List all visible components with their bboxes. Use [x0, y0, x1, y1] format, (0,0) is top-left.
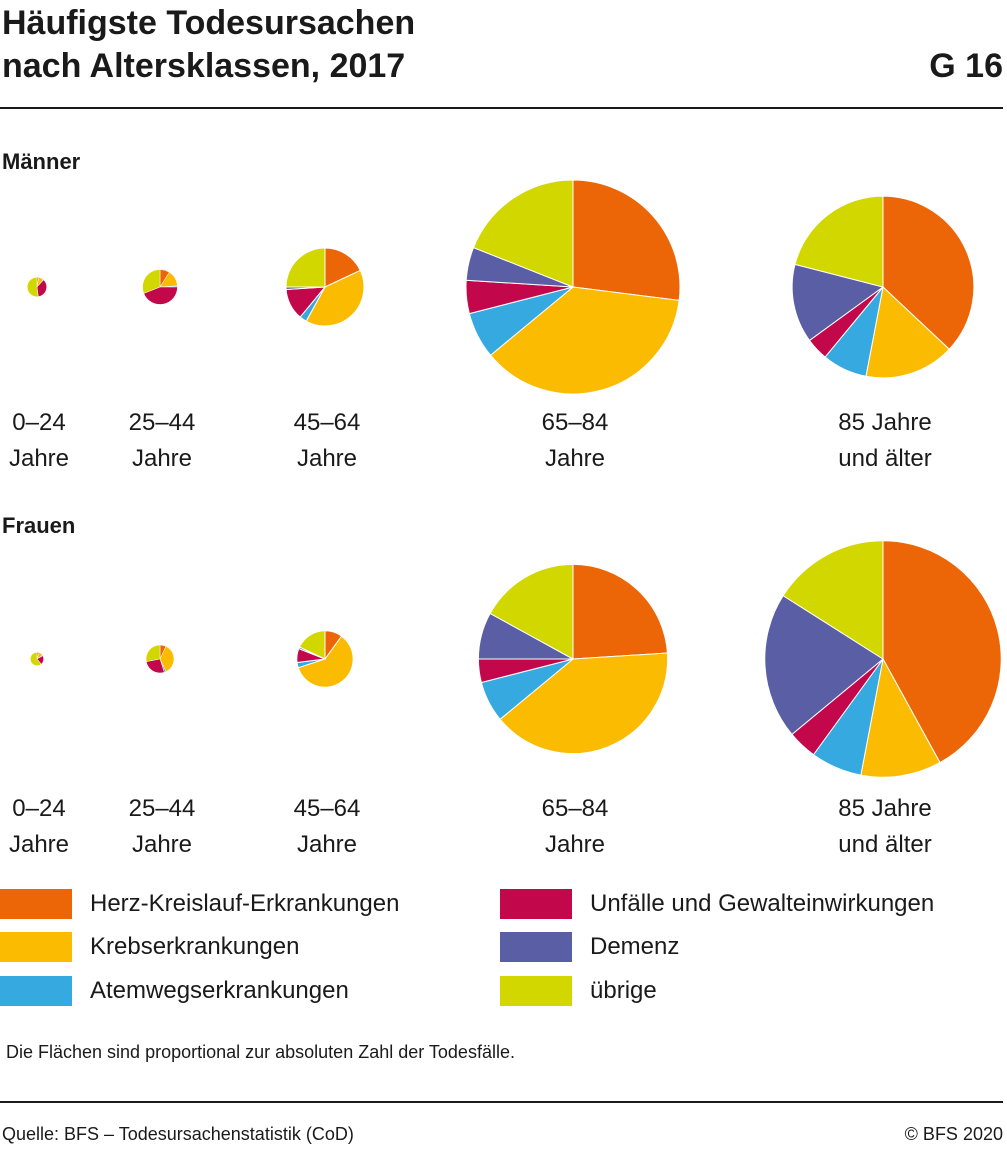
- age-label-maenner-2-line2: Jahre: [297, 445, 357, 472]
- pie-maenner-4: [791, 195, 975, 379]
- legend-swatch-krebs: [0, 932, 72, 962]
- pie-frauen-3: [477, 563, 669, 754]
- footnote: Die Flächen sind proportional zur absolu…: [6, 1042, 515, 1062]
- pie-maenner-2: [285, 247, 365, 327]
- age-label-frauen-1-line1: 25–44: [129, 795, 196, 822]
- age-label-frauen-4-line1: 85 Jahre: [838, 795, 931, 822]
- age-label-maenner-1-line2: Jahre: [132, 445, 192, 472]
- pie-slice-maenner-2-uebrige: [285, 247, 326, 288]
- pie-slice-maenner-4-uebrige: [794, 195, 884, 288]
- footer-rule: [0, 1101, 1003, 1103]
- age-label-maenner-4-line2: und älter: [838, 445, 931, 472]
- pie-maenner-0: [26, 276, 47, 297]
- pie-maenner-1: [142, 269, 178, 305]
- age-label-frauen-3-line2: Jahre: [545, 831, 605, 858]
- pie-slice-maenner-4-herz: [882, 195, 975, 350]
- pie-slice-maenner-1-unfall: [143, 286, 178, 305]
- age-label-frauen-3-line1: 65–84: [542, 795, 609, 822]
- pie-slice-frauen-4-uebrige: [782, 540, 884, 660]
- section-title-frauen: Frauen: [2, 513, 76, 538]
- legend-label-demenz: Demenz: [590, 933, 680, 960]
- chart-title: Häufigste Todesursachen nach Altersklass…: [2, 2, 415, 88]
- pie-slice-maenner-2-krebs: [305, 269, 365, 327]
- pie-slice-frauen-3-uebrige: [489, 563, 574, 660]
- pie-slice-maenner-4-krebs: [865, 286, 950, 379]
- age-label-maenner-0-line1: 0–24: [12, 409, 65, 436]
- pie-slice-frauen-1-uebrige: [145, 644, 161, 662]
- age-label-frauen-2-line2: Jahre: [297, 831, 357, 858]
- age-label-maenner-2-line1: 45–64: [294, 409, 361, 436]
- legend-swatch-atem: [0, 976, 72, 1006]
- header-rule: [0, 107, 1003, 109]
- age-label-frauen-0-line1: 0–24: [12, 795, 65, 822]
- pie-slice-maenner-1-uebrige: [142, 269, 161, 294]
- legend-item-uebrige: übrige: [500, 976, 657, 1006]
- legend-label-uebrige: übrige: [590, 977, 657, 1004]
- source-text: Quelle: BFS – Todesursachenstatistik (Co…: [2, 1124, 354, 1144]
- pie-slice-frauen-3-herz: [572, 563, 668, 660]
- pie-frauen-2: [296, 630, 354, 688]
- age-label-frauen-4-line2: und älter: [838, 831, 931, 858]
- chart-title-line1: Häufigste Todesursachen: [2, 4, 416, 42]
- legend-swatch-uebrige: [500, 976, 572, 1006]
- age-label-frauen-0-line2: Jahre: [9, 831, 69, 858]
- chart-title-line2: nach Altersklassen, 2017: [2, 47, 406, 85]
- age-label-maenner-0-line2: Jahre: [9, 445, 69, 472]
- graphic-number: G 16: [929, 47, 1003, 85]
- legend-item-krebs: Krebserkrankungen: [0, 932, 299, 962]
- age-label-maenner-4-line1: 85 Jahre: [838, 409, 931, 436]
- legend-item-unfall: Unfälle und Gewalteinwirkungen: [500, 889, 934, 919]
- pie-slice-frauen-2-krebs: [297, 635, 354, 688]
- pie-slice-maenner-2-herz: [324, 247, 361, 288]
- pie-slice-maenner-4-demenz: [791, 263, 885, 342]
- pie-frauen-0: [30, 652, 44, 666]
- age-label-maenner-3-line2: Jahre: [545, 445, 605, 472]
- legend-swatch-unfall: [500, 889, 572, 919]
- pie-slice-maenner-3-herz: [572, 179, 681, 301]
- legend-item-demenz: Demenz: [500, 932, 679, 962]
- legend-item-atem: Atemwegserkrankungen: [0, 976, 349, 1006]
- pie-slice-maenner-3-uebrige: [472, 179, 574, 288]
- age-label-maenner-1-line1: 25–44: [129, 409, 196, 436]
- pie-slice-frauen-4-demenz: [764, 594, 884, 736]
- section-title-maenner: Männer: [2, 149, 81, 174]
- pie-slice-maenner-0-uebrige: [26, 276, 39, 297]
- legend-label-herz: Herz-Kreislauf-Erkrankungen: [90, 890, 400, 917]
- pie-slice-maenner-0-unfall: [36, 279, 47, 297]
- pie-slice-frauen-1-krebs: [159, 646, 175, 672]
- age-label-frauen-2-line1: 45–64: [294, 795, 361, 822]
- pie-slice-frauen-3-krebs: [499, 652, 669, 754]
- pie-slice-maenner-3-krebs: [489, 286, 680, 395]
- pie-frauen-4: [764, 540, 1002, 778]
- age-label-maenner-3-line1: 65–84: [542, 409, 609, 436]
- legend-label-unfall: Unfälle und Gewalteinwirkungen: [590, 890, 935, 917]
- pie-slice-frauen-4-krebs: [860, 657, 941, 778]
- legend-label-krebs: Krebserkrankungen: [90, 933, 300, 960]
- pie-frauen-1: [145, 644, 175, 674]
- age-label-frauen-1-line2: Jahre: [132, 831, 192, 858]
- pie-maenner-3: [465, 179, 681, 395]
- legend-item-herz: Herz-Kreislauf-Erkrankungen: [0, 889, 399, 919]
- pie-slice-frauen-0-uebrige: [30, 652, 42, 666]
- copyright-text: © BFS 2020: [904, 1124, 1003, 1144]
- legend-swatch-demenz: [500, 932, 572, 962]
- pie-slice-frauen-2-uebrige: [298, 630, 326, 660]
- pie-slice-frauen-4-herz: [882, 540, 1002, 764]
- legend-swatch-herz: [0, 889, 72, 919]
- pie-chart-area: 0–24 Jahre 25–44 Jahre 45–64 Jahre 65–84 Jahre 8…: [9, 179, 1002, 858]
- legend-label-atem: Atemwegserkrankungen: [90, 977, 349, 1004]
